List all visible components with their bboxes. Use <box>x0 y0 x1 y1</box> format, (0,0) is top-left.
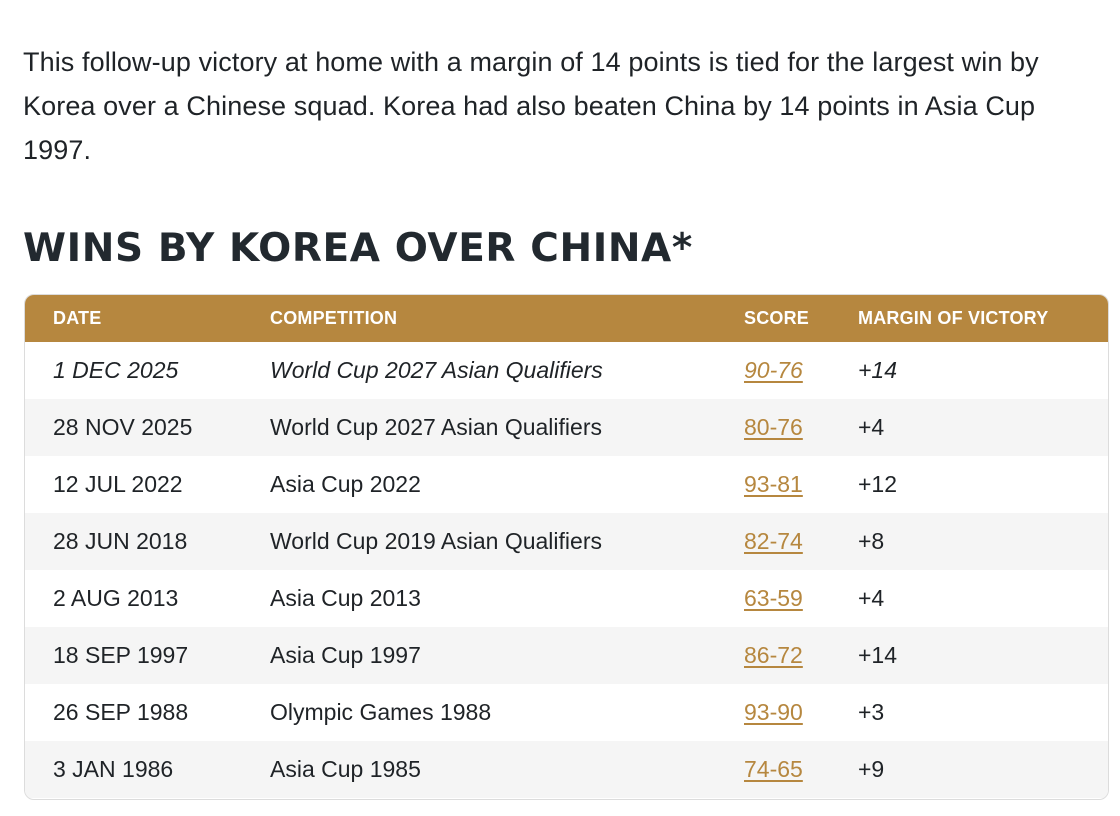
table-row: 18 SEP 1997 Asia Cup 1997 86-72 +14 <box>25 627 1108 684</box>
score-link[interactable]: 82-74 <box>744 528 803 554</box>
table-row: 28 JUN 2018 World Cup 2019 Asian Qualifi… <box>25 513 1108 570</box>
cell-competition: World Cup 2019 Asian Qualifiers <box>270 528 602 554</box>
table-row: 26 SEP 1988 Olympic Games 1988 93-90 +3 <box>25 684 1108 741</box>
cell-date: 28 JUN 2018 <box>53 528 188 554</box>
header-margin: MARGIN OF VICTORY <box>858 308 1049 328</box>
cell-margin: +4 <box>858 414 885 440</box>
cell-score: 86-72 <box>744 627 858 684</box>
table-header-row: DATE COMPETITION SCORE MARGIN OF VICTORY <box>25 295 1108 342</box>
cell-score: 90-76 <box>744 342 858 399</box>
cell-competition: Olympic Games 1988 <box>270 699 492 725</box>
table-row: 1 DEC 2025 World Cup 2027 Asian Qualifie… <box>25 342 1108 399</box>
table-row: 3 JAN 1986 Asia Cup 1985 74-65 +9 <box>25 741 1108 798</box>
cell-score: 74-65 <box>744 741 858 798</box>
header-score: SCORE <box>744 308 810 328</box>
cell-date: 28 NOV 2025 <box>53 414 193 440</box>
cell-competition: Asia Cup 1985 <box>270 756 421 782</box>
table-row: 12 JUL 2022 Asia Cup 2022 93-81 +12 <box>25 456 1108 513</box>
cell-competition: Asia Cup 1997 <box>270 642 421 668</box>
cell-margin: +4 <box>858 585 885 611</box>
table-row: 28 NOV 2025 World Cup 2027 Asian Qualifi… <box>25 399 1108 456</box>
table-row: 2 AUG 2013 Asia Cup 2013 63-59 +4 <box>25 570 1108 627</box>
header-date: DATE <box>53 308 102 328</box>
score-link[interactable]: 93-90 <box>744 699 803 725</box>
cell-date: 3 JAN 1986 <box>53 756 174 782</box>
score-link[interactable]: 90-76 <box>744 357 803 383</box>
section-heading: WINS BY KOREA OVER CHINA* <box>23 226 693 271</box>
cell-score: 93-90 <box>744 684 858 741</box>
cell-competition: World Cup 2027 Asian Qualifiers <box>270 414 602 440</box>
cell-margin: +14 <box>858 642 898 668</box>
cell-date: 18 SEP 1997 <box>53 642 189 668</box>
cell-date: 2 AUG 2013 <box>53 585 179 611</box>
cell-score: 63-59 <box>744 570 858 627</box>
cell-margin: +12 <box>858 471 898 497</box>
cell-score: 80-76 <box>744 399 858 456</box>
cell-margin: +9 <box>858 756 885 782</box>
score-link[interactable]: 80-76 <box>744 414 803 440</box>
cell-competition: World Cup 2027 Asian Qualifiers <box>270 357 603 383</box>
cell-score: 93-81 <box>744 456 858 513</box>
cell-score: 82-74 <box>744 513 858 570</box>
cell-date: 26 SEP 1988 <box>53 699 189 725</box>
score-link[interactable]: 93-81 <box>744 471 803 497</box>
cell-competition: Asia Cup 2013 <box>270 585 421 611</box>
cell-date: 12 JUL 2022 <box>53 471 183 497</box>
cell-date: 1 DEC 2025 <box>53 357 179 383</box>
wins-table-container: DATE COMPETITION SCORE MARGIN OF VICTORY… <box>24 294 1109 800</box>
intro-paragraph: This follow-up victory at home with a ma… <box>23 47 1039 165</box>
cell-margin: +14 <box>858 357 898 383</box>
cell-margin: +3 <box>858 699 885 725</box>
score-link[interactable]: 63-59 <box>744 585 803 611</box>
cell-margin: +8 <box>858 528 885 554</box>
score-link[interactable]: 86-72 <box>744 642 803 668</box>
cell-competition: Asia Cup 2022 <box>270 471 421 497</box>
header-competition: COMPETITION <box>270 308 398 328</box>
score-link[interactable]: 74-65 <box>744 756 803 782</box>
wins-table: DATE COMPETITION SCORE MARGIN OF VICTORY… <box>25 295 1108 798</box>
